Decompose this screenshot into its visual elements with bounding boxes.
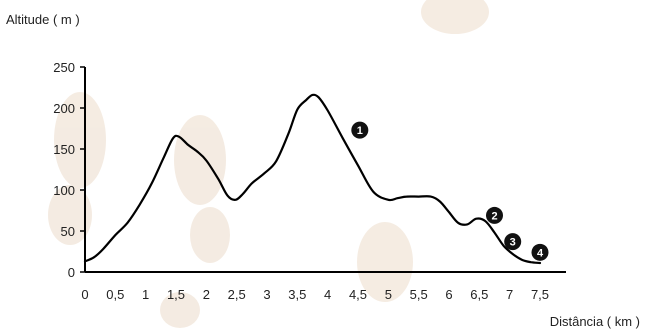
- y-axis-title: Altitude ( m ): [6, 12, 80, 27]
- x-axis-title: Distância ( km ): [550, 314, 640, 329]
- waypoint-marker-4: 4: [531, 243, 549, 261]
- altitude-series-line: [83, 93, 542, 265]
- y-tick-label: 250: [53, 60, 75, 75]
- y-tick-label: 150: [53, 142, 75, 157]
- y-tick-label: 0: [68, 265, 75, 280]
- x-tick-label: 3,5: [288, 287, 306, 302]
- x-tick-label: 5: [385, 287, 392, 302]
- x-tick-label: 2: [203, 287, 210, 302]
- x-tick-label: 1: [142, 287, 149, 302]
- x-tick-label: 6,5: [470, 287, 488, 302]
- waypoint-marker-label: 4: [537, 247, 544, 259]
- waypoint-markers: 1 2 3 4: [351, 121, 549, 261]
- x-tick-label: 2,5: [228, 287, 246, 302]
- waypoint-marker-label: 2: [491, 210, 497, 222]
- x-tick-label: 4,5: [349, 287, 367, 302]
- waypoint-marker-1: 1: [351, 121, 369, 139]
- y-tick-labels: 0 50 100 150 200 250: [53, 60, 85, 280]
- waypoint-marker-label: 3: [510, 237, 516, 249]
- waypoint-marker-2: 2: [486, 206, 503, 224]
- x-tick-label: 7: [506, 287, 513, 302]
- x-tick-label: 4: [324, 287, 331, 302]
- y-tick-label: 200: [53, 101, 75, 116]
- x-tick-labels: 0 0,5 1 1,5 2 2,5 3 3,5 4 4,5 5 5,5 6 6,5 7 7,5: [81, 287, 549, 302]
- x-tick-label: 5,5: [410, 287, 428, 302]
- x-tick-label: 0: [81, 287, 88, 302]
- waypoint-marker-circle: [504, 233, 522, 251]
- x-tick-label: 3: [263, 287, 270, 302]
- y-tick-label: 50: [61, 224, 75, 239]
- x-tick-label: 1,5: [167, 287, 185, 302]
- waypoint-marker-3: 3: [504, 233, 522, 251]
- waypoint-marker-label: 1: [357, 125, 363, 137]
- x-tick-label: 0,5: [106, 287, 124, 302]
- y-tick-label: 100: [53, 183, 75, 198]
- footprint-watermark: [48, 0, 489, 328]
- waypoint-marker-circle: [486, 206, 503, 224]
- x-tick-label: 6: [445, 287, 452, 302]
- x-tick-label: 7,5: [531, 287, 549, 302]
- waypoint-marker-circle: [351, 121, 369, 139]
- waypoint-marker-circle: [531, 243, 549, 261]
